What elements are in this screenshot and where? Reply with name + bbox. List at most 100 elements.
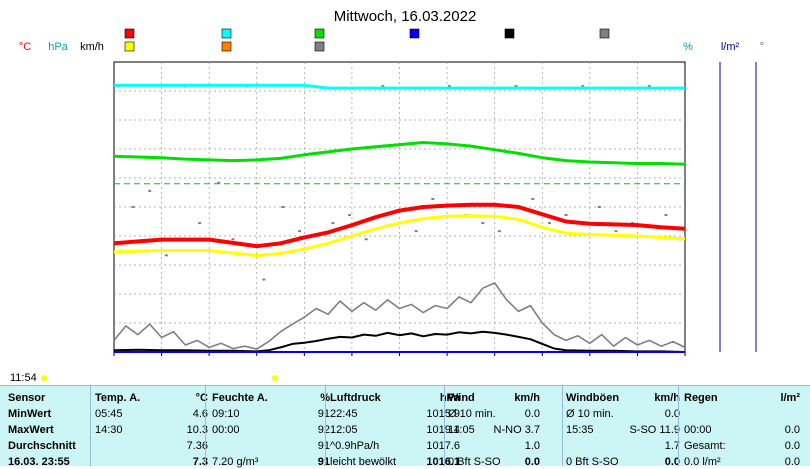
direction-point xyxy=(331,222,335,225)
legend-swatch xyxy=(314,41,325,52)
unit-dir: ° xyxy=(760,41,764,53)
legend-swatch xyxy=(221,41,232,52)
stats-column-divider xyxy=(90,386,91,466)
unit-pct: % xyxy=(683,41,693,53)
series-line-windben xyxy=(113,282,686,350)
direction-point xyxy=(198,222,202,225)
unit-kmh: km/h xyxy=(80,41,104,53)
direction-point xyxy=(564,214,568,217)
stats-header-cell: Feuchte A. xyxy=(212,392,268,404)
stats-cell: N-NO 3.7 xyxy=(493,424,540,436)
direction-point xyxy=(217,181,221,184)
stats-cell: Gesamt: xyxy=(684,440,726,452)
stats-cell: 15:35 xyxy=(566,424,594,436)
unit-temp: °C xyxy=(19,41,31,53)
stats-cell: 7.36 xyxy=(186,440,208,452)
legend-swatch xyxy=(314,28,325,39)
direction-point xyxy=(647,85,651,88)
stats-cell: 91 xyxy=(317,440,330,452)
direction-point xyxy=(431,197,435,200)
direction-point xyxy=(381,85,385,88)
direction-point xyxy=(281,206,285,208)
stats-cell: 0.0 xyxy=(664,408,680,420)
stats-header-cell: l/m² xyxy=(780,392,800,404)
stats-cell: 0 Bft S-SO xyxy=(448,456,501,468)
legend-swatch xyxy=(504,28,515,39)
direction-point xyxy=(364,238,368,241)
legend xyxy=(124,28,610,52)
stats-cell: 1.7 xyxy=(664,440,680,452)
stats-cell: S-SO 11.9 xyxy=(629,424,680,436)
series-line-feuchtea xyxy=(114,83,685,90)
stats-header-cell: Luftdruck xyxy=(330,392,381,404)
stats-cell: leicht bewölkt xyxy=(330,456,397,468)
stats-column-divider xyxy=(444,386,445,466)
direction-point xyxy=(148,189,152,192)
stats-header-cell: Wind xyxy=(448,392,475,404)
stats-cell: 12:05 xyxy=(330,424,358,436)
stats-cell: 1.0 xyxy=(524,440,540,452)
axis-unit-labels: °C hPa km/h % l/m² ° xyxy=(19,41,764,53)
stats-cell: 05:45 xyxy=(95,408,123,420)
stats-cell: 00:00 xyxy=(212,424,240,436)
stats-header-cell: km/h xyxy=(654,392,680,404)
series-line-tempa xyxy=(113,202,686,249)
stats-column-divider xyxy=(325,386,326,466)
direction-point xyxy=(597,206,601,208)
direction-point xyxy=(231,238,235,241)
direction-point xyxy=(664,214,668,217)
stats-cell: 91 xyxy=(317,456,330,468)
stats-row-label: MaxWert xyxy=(8,424,54,436)
legend-swatch xyxy=(409,28,420,39)
stats-cell: 7.20 g/m³ xyxy=(212,456,259,468)
stats-cell: 09:10 xyxy=(212,408,240,420)
legend-swatch xyxy=(124,41,135,52)
stats-header-cell: °C xyxy=(195,392,208,404)
direction-point xyxy=(262,278,266,281)
stats-cell: 0.0 xyxy=(524,456,540,468)
chart-title: Mittwoch, 16.03.2022 xyxy=(334,8,477,25)
stats-row-label: 16.03. 23:55 xyxy=(8,456,70,468)
stats-column-divider xyxy=(678,386,679,466)
stats-cell: 1019.4 xyxy=(426,424,460,437)
direction-point xyxy=(497,230,501,233)
series-line-luftdruck xyxy=(113,141,686,166)
direction-point xyxy=(614,230,618,233)
direction-point xyxy=(481,222,485,225)
day-marker xyxy=(272,375,278,381)
stats-cell: 1015.9 xyxy=(426,408,460,421)
stats-cell: 0.0 xyxy=(784,456,800,468)
stats-cell: 0.0 xyxy=(784,424,800,436)
stats-cell: 91 xyxy=(317,408,330,420)
stats-header-cell: Windböen xyxy=(566,392,620,404)
stats-header-cell: Sensor xyxy=(8,392,46,404)
unit-hpa: hPa xyxy=(48,41,68,53)
stats-cell: 00:00 xyxy=(684,424,712,436)
legend-swatch xyxy=(599,28,610,39)
stats-cell: 0 Bft S-SO xyxy=(566,456,619,468)
stats-cell: Ø 10 min. xyxy=(448,408,496,420)
stats-cell: 0.0 l/m² xyxy=(684,456,721,468)
direction-point xyxy=(348,214,352,217)
data-series xyxy=(113,83,686,353)
legend-swatch xyxy=(124,28,135,39)
axes xyxy=(113,62,757,356)
stats-header-cell: Regen xyxy=(684,392,718,404)
clock-marker xyxy=(41,375,47,381)
stats-cell: ^0.9hPa/h xyxy=(330,440,380,452)
direction-point xyxy=(414,230,418,233)
stats-cell: 1017.6 xyxy=(426,440,460,453)
stats-column-divider xyxy=(205,386,206,466)
direction-point xyxy=(164,254,168,257)
stats-row-label: MinWert xyxy=(8,408,52,420)
legend-swatch xyxy=(221,28,232,39)
stats-cell: Ø 10 min. xyxy=(566,408,614,420)
direction-point xyxy=(447,85,451,88)
stats-cell: 4.6 xyxy=(192,408,208,420)
clock-readout: 11:54 xyxy=(10,372,37,384)
direction-point xyxy=(547,222,551,225)
stats-cell: 22:45 xyxy=(330,408,358,420)
direction-point xyxy=(531,197,535,200)
direction-point xyxy=(514,85,518,88)
